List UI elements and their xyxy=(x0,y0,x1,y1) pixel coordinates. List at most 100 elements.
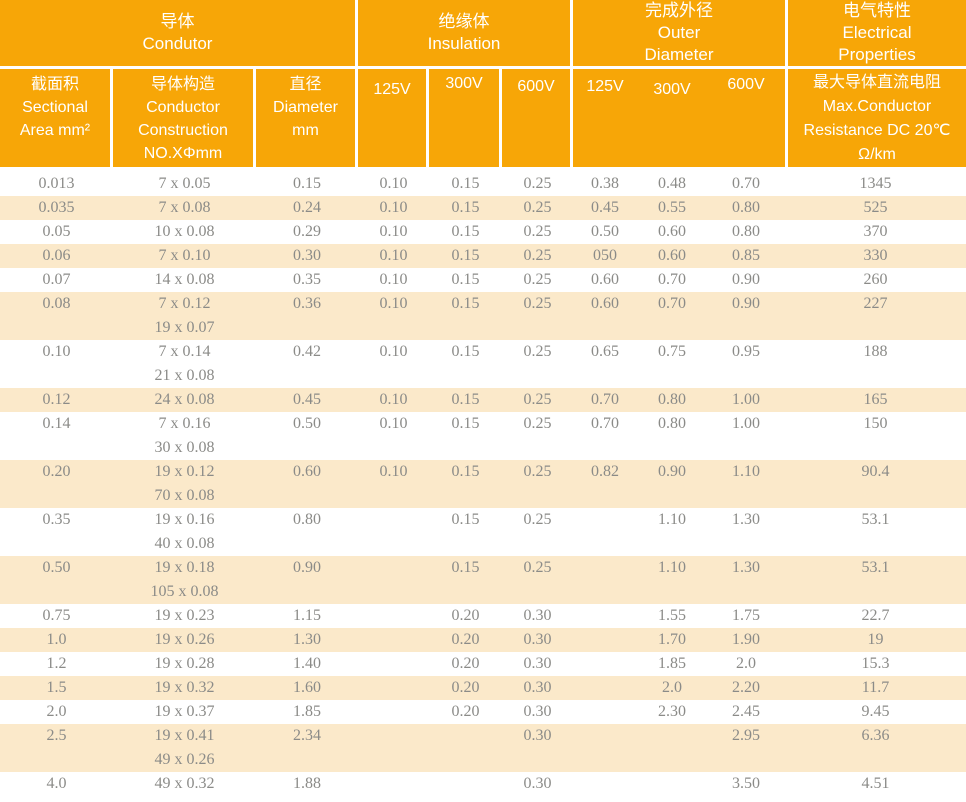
cell-od-300v: 0.48 xyxy=(658,175,686,192)
cell-sectional-area: 1.2 xyxy=(46,655,67,672)
cell-resistance: 260 xyxy=(863,271,888,288)
cell-resistance: 525 xyxy=(863,199,888,216)
cell-od-125v xyxy=(573,508,637,556)
cell-insulation-600v: 0.25 xyxy=(523,463,552,480)
cell-insulation-125v xyxy=(358,700,429,724)
cell-od-600v: 0.95 xyxy=(732,343,760,360)
cell-od-300v: 1.10 xyxy=(658,511,686,528)
table-row: 1.5 19 x 0.32 1.60 0.20 0.30 2.0 2.20 11.7 xyxy=(0,676,966,700)
cell-insulation-600v: 0.25 xyxy=(523,175,552,192)
cell-od-125v xyxy=(573,652,637,676)
cell-insulation-600v: 0.25 xyxy=(523,391,552,408)
cell-resistance: 15.3 xyxy=(861,655,890,672)
cell-od-125v: 050 xyxy=(593,247,617,264)
cell-od-125v xyxy=(573,700,637,724)
cell-insulation-600v: 0.30 xyxy=(523,607,552,624)
cell-resistance: 227 xyxy=(863,295,888,312)
cell-od-300v: 0.80 xyxy=(658,391,686,408)
cell-od-125v xyxy=(573,604,637,628)
cell-diameter: 1.40 xyxy=(293,655,321,672)
cell-insulation-600v: 0.30 xyxy=(523,655,552,672)
cell-od-125v xyxy=(573,676,637,700)
subheader-od-300v: 300V xyxy=(653,81,691,98)
cell-insulation-600v: 0.25 xyxy=(523,271,552,288)
subheader-sectional-area: 截面积 Sectional Area mm² xyxy=(0,69,110,167)
cell-od-125v: 0.65 xyxy=(591,343,619,360)
cell-insulation-600v: 0.25 xyxy=(523,247,552,264)
header-group-conductor: 导体 Condutor xyxy=(0,0,355,66)
cell-diameter: 0.35 xyxy=(293,271,321,288)
cell-conductor-construction: 19 x 0.26 xyxy=(154,631,215,648)
cell-resistance: 9.45 xyxy=(861,703,890,720)
cell-insulation-600v: 0.30 xyxy=(523,775,552,792)
table-row: 1.2 19 x 0.28 1.40 0.20 0.30 1.85 2.0 15.3 xyxy=(0,652,966,676)
cell-od-125v: 0.82 xyxy=(591,463,619,480)
cell-od-600v: 2.0 xyxy=(736,655,756,672)
cell-insulation-600v: 0.25 xyxy=(523,559,552,576)
cell-od-300v: 1.10 xyxy=(658,559,686,576)
cell-insulation-300v: 0.15 xyxy=(451,559,480,576)
subheader-max-resistance: 最大导体直流电阻 Max.Conductor Resistance DC 20℃… xyxy=(788,69,966,167)
cell-insulation-300v xyxy=(429,724,502,772)
cell-insulation-300v: 0.15 xyxy=(451,463,480,480)
header-group-insulation: 绝缘体 Insulation xyxy=(358,0,570,66)
cell-resistance: 6.36 xyxy=(861,727,890,744)
table-row: 0.10 7 x 0.14 21 x 0.08 0.42 0.10 0.15 0.25 0.6… xyxy=(0,340,966,388)
cell-diameter: 1.60 xyxy=(293,679,321,696)
cell-resistance: 11.7 xyxy=(861,679,890,696)
cell-insulation-300v: 0.15 xyxy=(451,271,480,288)
cell-od-600v: 1.10 xyxy=(732,463,760,480)
cell-od-600v: 0.90 xyxy=(732,271,760,288)
cell-diameter: 0.15 xyxy=(293,175,321,192)
cell-insulation-125v xyxy=(358,772,429,796)
cell-insulation-300v: 0.15 xyxy=(451,415,480,432)
cell-od-300v xyxy=(637,772,707,796)
cell-sectional-area: 4.0 xyxy=(46,775,67,792)
subheader-od-600v: 600V xyxy=(727,76,765,93)
cell-insulation-300v: 0.15 xyxy=(451,391,480,408)
cell-insulation-600v: 0.25 xyxy=(523,343,552,360)
subheader-insulation-125v: 125V xyxy=(358,69,426,167)
cell-insulation-300v: 0.15 xyxy=(451,175,480,192)
cell-insulation-600v: 0.30 xyxy=(523,631,552,648)
cell-resistance: 4.51 xyxy=(861,775,890,792)
cell-od-600v: 1.90 xyxy=(732,631,760,648)
cell-insulation-125v xyxy=(358,628,429,652)
cell-insulation-300v: 0.20 xyxy=(451,679,480,696)
header-body-divider xyxy=(0,165,966,172)
cell-resistance: 53.1 xyxy=(861,559,890,576)
cell-insulation-600v: 0.30 xyxy=(523,727,552,744)
cell-conductor-construction: 19 x 0.37 xyxy=(154,703,215,720)
cell-diameter: 1.88 xyxy=(293,775,321,792)
cell-conductor-construction: 19 x 0.16 40 x 0.08 xyxy=(154,511,215,552)
cell-od-125v: 0.50 xyxy=(591,223,619,240)
cell-conductor-construction: 19 x 0.23 xyxy=(154,607,215,624)
cell-resistance: 165 xyxy=(863,391,888,408)
header-group-outer-diameter: 完成外径 Outer Diameter xyxy=(573,0,785,66)
cell-od-125v xyxy=(573,772,637,796)
cell-resistance: 90.4 xyxy=(861,463,890,480)
header-group-electrical-en1: Electrical xyxy=(842,23,912,42)
cell-resistance: 19 xyxy=(867,631,884,648)
cell-sectional-area: 0.50 xyxy=(42,559,71,576)
cell-insulation-300v: 0.20 xyxy=(451,703,480,720)
cell-od-600v: 0.85 xyxy=(732,247,760,264)
cell-insulation-300v: 0.20 xyxy=(451,655,480,672)
cell-insulation-300v: 0.15 xyxy=(451,511,480,528)
cell-conductor-construction: 7 x 0.16 30 x 0.08 xyxy=(154,415,215,456)
cell-od-125v: 0.70 xyxy=(591,391,619,408)
cell-diameter: 1.15 xyxy=(293,607,321,624)
cell-sectional-area: 0.35 xyxy=(42,511,71,528)
table-row: 0.75 19 x 0.23 1.15 0.20 0.30 1.55 1.75 22.7 xyxy=(0,604,966,628)
table-row: 4.0 49 x 0.32 1.88 0.30 3.50 4.51 xyxy=(0,772,966,796)
cell-od-600v: 2.45 xyxy=(732,703,760,720)
cell-od-300v: 1.85 xyxy=(658,655,686,672)
cell-od-600v: 2.95 xyxy=(732,727,760,744)
cell-insulation-125v: 0.10 xyxy=(379,271,408,288)
cell-insulation-300v: 0.15 xyxy=(451,223,480,240)
cell-diameter: 0.30 xyxy=(293,247,321,264)
cell-sectional-area: 0.75 xyxy=(42,607,71,624)
cell-od-125v: 0.45 xyxy=(591,199,619,216)
cell-sectional-area: 0.12 xyxy=(42,391,71,408)
cell-conductor-construction: 19 x 0.28 xyxy=(154,655,215,672)
